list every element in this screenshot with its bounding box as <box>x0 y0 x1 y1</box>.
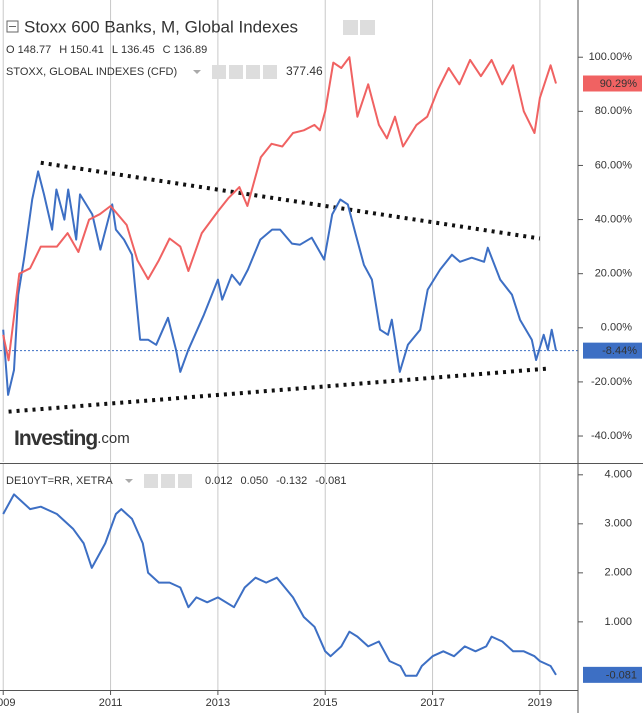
y-tick-label: 80.00% <box>595 105 633 117</box>
last-value-badge <box>583 666 642 683</box>
stat-value: 0.012 <box>205 475 233 487</box>
ohlc-value: 136.45 <box>121 44 155 56</box>
close-icon[interactable] <box>263 65 277 79</box>
x-tick-label: 2013 <box>206 697 230 709</box>
settings-icon[interactable] <box>161 474 175 488</box>
logo-main: Investing <box>14 427 97 450</box>
y-tick-label: 3.000 <box>604 518 632 530</box>
last-value-badge <box>583 75 642 92</box>
last-value-label: -0.081 <box>606 669 637 681</box>
x-tick-label: 2015 <box>313 697 337 709</box>
series-line <box>2 170 557 396</box>
settings-icon[interactable] <box>144 474 158 488</box>
legend-last-value: 377.46 <box>286 64 323 78</box>
stat-value: -0.081 <box>315 475 346 487</box>
chart-title: Stoxx 600 Banks, M, Global Indexes <box>24 17 298 36</box>
logo: Investing.com <box>14 427 130 450</box>
settings-icon[interactable] <box>343 20 358 35</box>
settings-icon[interactable] <box>229 65 243 79</box>
y-tick-label: 40.00% <box>595 213 633 225</box>
stat-value: 0.050 <box>241 475 269 487</box>
logo-suffix: .com <box>97 430 130 447</box>
visibility-icon[interactable] <box>212 65 226 79</box>
settings-icon[interactable] <box>360 20 375 35</box>
close-icon[interactable] <box>178 474 192 488</box>
ohlc-label: C <box>163 44 171 56</box>
collapse-icon[interactable] <box>6 20 19 33</box>
ohlc-label: O <box>6 44 15 56</box>
bottom-plot <box>2 493 557 677</box>
ohlc-value: 148.77 <box>18 44 52 56</box>
last-value-badge <box>583 342 642 359</box>
x-tick-label: 2011 <box>99 697 123 709</box>
last-value-label: -8.44% <box>602 345 637 357</box>
ohlc-row: O 148.77 H 150.41 L 136.45 C 136.89 <box>6 44 207 56</box>
x-tick-label: 2017 <box>420 697 444 709</box>
settings-icon[interactable] <box>246 65 260 79</box>
x-tick-label: 2009 <box>0 697 15 709</box>
dropdown-icon[interactable] <box>125 479 133 483</box>
indicator-title: DE10YT=RR, XETRA <box>6 475 113 487</box>
y-tick-label: -40.00% <box>591 430 632 442</box>
y-tick-label: 0.00% <box>601 322 632 334</box>
y-tick-label: 20.00% <box>595 268 633 280</box>
ohlc-value: 150.41 <box>70 44 104 56</box>
ohlc-label: L <box>112 44 118 56</box>
legend-entry: STOXX, GLOBAL INDEXES (CFD) <box>6 66 177 78</box>
y-tick-label: 1.000 <box>604 616 632 628</box>
series-line <box>2 493 557 677</box>
stat-value: -0.132 <box>276 475 307 487</box>
y-tick-label: 100.00% <box>589 51 633 63</box>
y-tick-label: 4.000 <box>604 469 632 481</box>
y-tick-label: -20.00% <box>591 376 632 388</box>
x-tick-label: 2019 <box>528 697 552 709</box>
last-value-label: 90.29% <box>600 78 638 90</box>
ohlc-value: 136.89 <box>174 44 208 56</box>
top-plot <box>0 56 578 414</box>
y-tick-label: 2.000 <box>604 567 632 579</box>
trend-line <box>8 366 551 414</box>
y-tick-label: 60.00% <box>595 159 633 171</box>
dropdown-icon[interactable] <box>193 70 201 74</box>
indicator-stats: 0.012 0.050 -0.132 -0.081 <box>205 475 346 487</box>
ohlc-label: H <box>59 44 67 56</box>
series-line <box>2 56 557 362</box>
